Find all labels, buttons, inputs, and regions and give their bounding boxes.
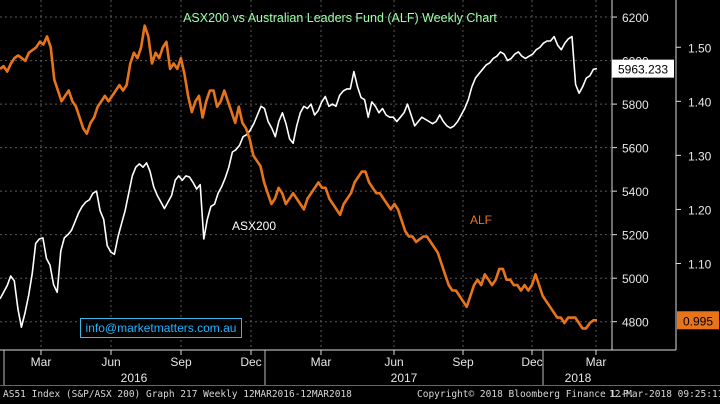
footer-timestamp: 12-Mar-2018 09:25:11 — [609, 389, 720, 400]
x-year-label: 2018 — [565, 371, 592, 385]
chart-canvas: 48005000520054005600580060006200 1.101.2… — [0, 0, 719, 385]
x-tick-label: Dec — [521, 355, 542, 369]
x-tick-label: Sep — [452, 355, 474, 369]
alf-last-value-box — [677, 311, 719, 330]
left-tick-label: 5600 — [622, 142, 649, 156]
asx200-line — [0, 35, 598, 329]
asx200-last-value: 5963.233 — [618, 63, 668, 77]
right-tick-label: 1.50 — [688, 41, 712, 55]
series-layer — [0, 24, 598, 330]
footer-index-info: AS51 Index (S&P/ASX 200) Graph 217 Weekl… — [3, 389, 352, 400]
left-tick-label: 5000 — [622, 272, 649, 286]
contact-email[interactable]: info@marketmatters.com.au — [80, 318, 242, 338]
grid-lines — [0, 0, 677, 351]
asx200-series-label: ASX200 — [232, 219, 276, 233]
x-tick-label: Mar — [31, 355, 52, 369]
left-tick-label: 5200 — [622, 229, 649, 243]
right-tick-label: 1.10 — [688, 258, 712, 272]
left-tick-label: 6200 — [622, 11, 649, 25]
x-tick-label: Mar — [311, 355, 332, 369]
alf-line — [0, 24, 597, 330]
last-value-labels: 5963.233 0.995 — [612, 59, 719, 330]
asx200-last-value-box — [612, 59, 674, 78]
x-year-label: 2016 — [121, 371, 148, 385]
left-axis: 48005000520054005600580060006200 — [612, 11, 649, 330]
x-tick-label: Jun — [384, 355, 403, 369]
x-year-label: 2017 — [391, 371, 418, 385]
alf-series-label: ALF — [470, 213, 492, 227]
right-tick-label: 1.20 — [688, 203, 712, 217]
left-tick-label: 5800 — [622, 98, 649, 112]
right-tick-label: 1.30 — [688, 149, 712, 163]
x-tick-label: Jun — [101, 355, 120, 369]
left-tick-label: 4800 — [622, 316, 649, 330]
alf-last-value: 0.995 — [683, 314, 713, 328]
x-axis: Mar Jun Sep Dec Mar Jun Sep Dec Mar 2016 2017 2018 — [3, 350, 607, 385]
x-tick-label: Sep — [170, 355, 192, 369]
left-tick-label: 5400 — [622, 185, 649, 199]
right-tick-label: 1.40 — [688, 95, 712, 109]
footer-copyright: Copyright© 2018 Bloomberg Finance L.P. — [417, 389, 635, 400]
chart-title: ASX200 vs Australian Leaders Fund (ALF) … — [183, 11, 497, 25]
right-axis: 1.10 1.20 1.30 1.40 1.50 — [676, 41, 712, 272]
x-tick-label: Mar — [586, 355, 607, 369]
x-tick-label: Dec — [240, 355, 261, 369]
bloomberg-footer: AS51 Index (S&P/ASX 200) Graph 217 Weekl… — [0, 385, 720, 404]
